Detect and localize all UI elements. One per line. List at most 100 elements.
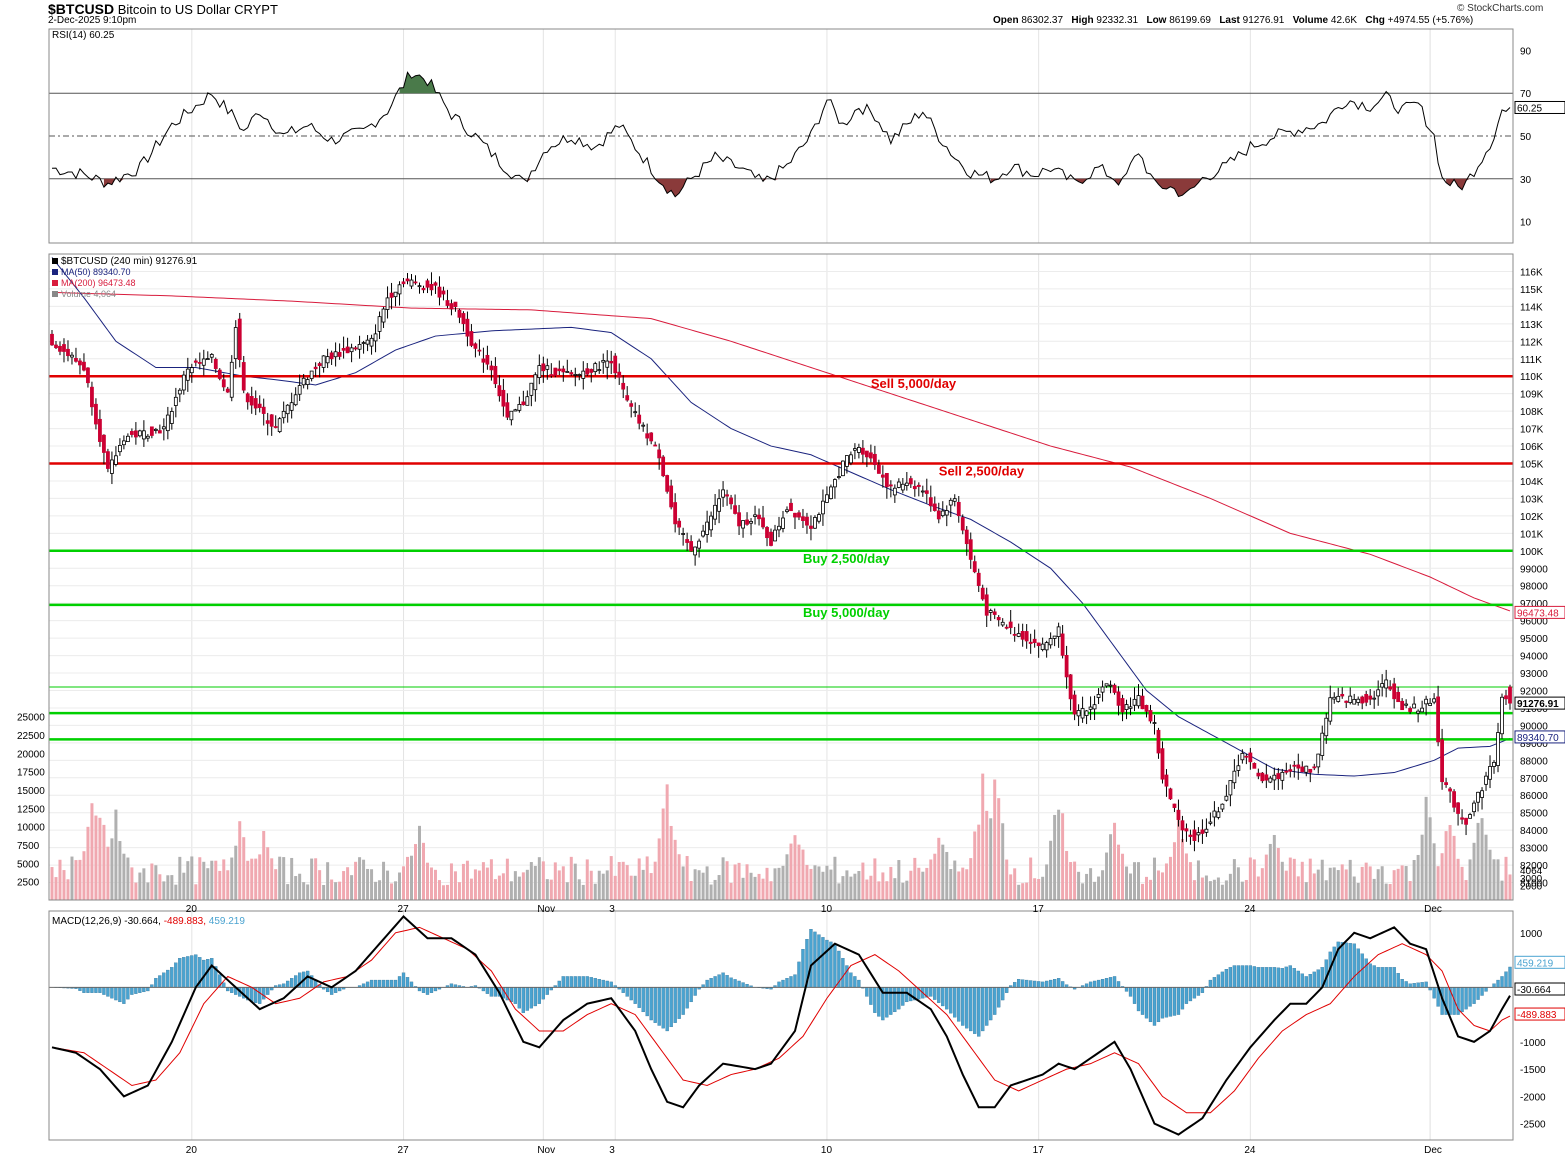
price-y-tick: 92000 [1520,686,1548,697]
volume-bar [985,810,989,900]
volume-bar [1464,880,1468,900]
macd-hist-bar [286,980,290,988]
volume-bar [1172,842,1176,900]
macd-hist-bar [393,979,398,988]
macd-hist-bar [521,987,526,1013]
volume-bar [286,884,290,900]
candle-body [561,368,566,373]
macd-y-tick: 1000 [1520,929,1543,940]
macd-hist-bar [266,987,270,995]
volume-bar [821,871,825,900]
candle-body [1108,684,1113,687]
macd-hist-bar [1292,968,1296,988]
volume-bar [717,875,721,900]
price-y-tick: 108K [1520,407,1544,418]
volume-bar [182,872,186,900]
candle-body [936,510,941,520]
candle-body [1460,817,1464,820]
macd-hist-bar [226,987,230,992]
volume-bar [1168,856,1172,900]
volume-bar [1184,853,1188,900]
volume-bar [1404,866,1408,900]
macd-hist-bar [365,981,370,988]
candle-body [1416,710,1421,714]
candle-body [1220,803,1225,810]
candle-body [860,447,865,455]
volume-bar [214,860,218,900]
volume-bar [122,853,126,900]
candle-body [1140,695,1145,710]
candle-body [629,403,634,407]
volume-bar [1053,814,1057,900]
volume-bar [761,878,765,900]
volume-bar [266,847,270,900]
volume-bar [473,869,477,900]
volume-bar [893,878,897,900]
macd-hist-bar [817,934,821,988]
volume-bar [713,879,717,900]
volume-bar [513,871,517,900]
volume-bar [449,863,453,900]
level-label: Buy 5,000/day [803,605,890,620]
macd-hist-bar [1192,987,1197,999]
candle-body [1436,696,1440,743]
symbol: $BTCUSD [48,1,115,17]
volume-bar [689,880,693,900]
macd-hist-bar [1508,966,1512,988]
volume-bar [1492,859,1496,900]
price-y-tick: 106K [1520,442,1544,453]
legend-entry: MA(200) 96473.48 [61,278,136,288]
candle-body [193,360,198,363]
candle-body [102,434,106,453]
macd-hist-bar [1224,969,1229,988]
price-y-tick: 107K [1520,425,1544,436]
volume-bar [937,837,941,900]
volume-bar [302,882,306,900]
volume-bar [677,854,681,900]
volume-bar [649,873,653,900]
candle-body [1132,698,1137,706]
candle-body [952,498,957,502]
candle-body [725,494,729,497]
candle-body [453,301,458,308]
candle-body [920,490,925,493]
x-tick-label: 24 [1244,904,1256,915]
volume-bar [765,867,769,900]
volume-bar [613,875,617,900]
candle-body [805,516,809,526]
volume-right-tick: 2000 [1520,881,1543,892]
macd-hist-bar [1268,967,1272,988]
volume-bar [929,859,933,900]
high-value: 92332.31 [1096,15,1139,26]
candle-body [1252,762,1257,769]
candle-body [1400,700,1405,711]
macd-hist-bar [1156,987,1161,1023]
macd-hist-bar [1029,980,1033,988]
macd-hist-bar [569,976,573,988]
volume-bar [757,873,761,900]
macd-hist-bar [262,987,266,1000]
candle-body [165,414,170,432]
volume-bar [477,870,481,900]
volume-bar [665,784,669,900]
macd-hist-bar [869,987,873,1005]
candle-body [114,455,118,465]
macd-hist-bar [166,969,170,988]
candle-body [685,539,690,543]
candle-body [1188,834,1193,837]
volume-bar [641,869,645,900]
volume-bar [441,885,445,900]
candle-body [665,475,670,492]
candle-body [980,587,985,600]
volume-y-tick: 12500 [17,804,45,815]
volume-y-tick: 2500 [17,878,40,889]
volume-bar [601,873,605,900]
volume-bar [394,881,398,900]
candle-body [1496,732,1500,766]
volume-bar [1001,823,1005,900]
volume-bar [218,870,222,900]
candle-body [353,347,358,350]
candle-body [78,360,82,366]
candle-body [281,410,286,419]
macd-hist-bar [290,978,294,988]
